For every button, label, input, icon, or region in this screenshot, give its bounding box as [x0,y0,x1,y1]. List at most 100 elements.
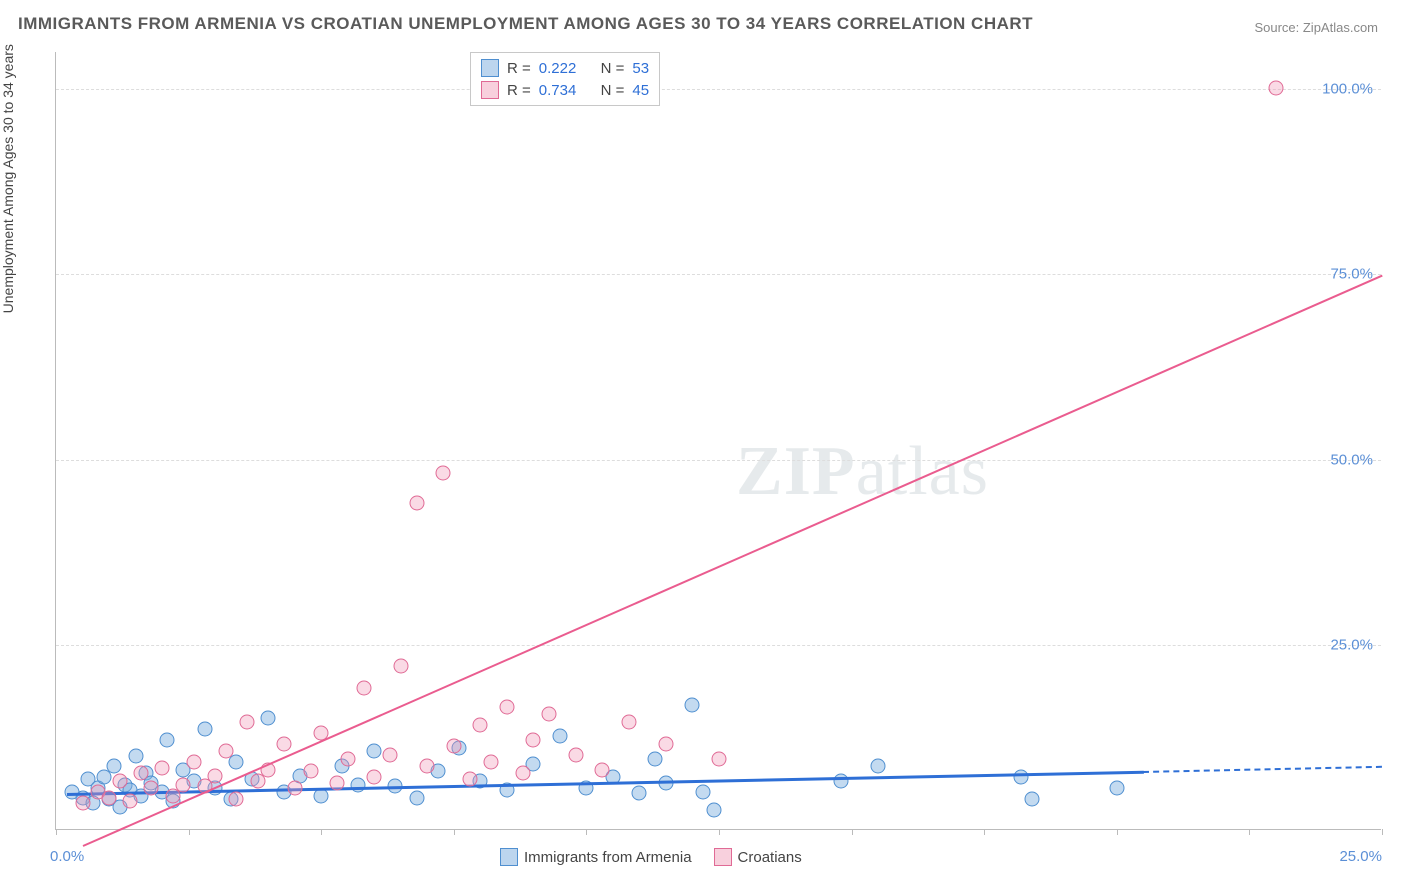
data-point [133,766,148,781]
trend-line-extrapolated [1143,766,1382,773]
data-point [155,761,170,776]
data-point [1109,781,1124,796]
data-point [409,790,424,805]
data-point [351,777,366,792]
watermark: ZIPatlas [736,432,989,512]
x-tick [1382,829,1383,835]
data-point [409,495,424,510]
series-legend: Immigrants from Armenia Croatians [500,848,802,866]
r-value: 0.222 [539,60,577,77]
data-point [383,747,398,762]
swatch-pink-icon [714,848,732,866]
grid-line [56,645,1381,646]
r-value: 0.734 [539,82,577,99]
data-point [75,796,90,811]
x-tick-start: 0.0% [50,848,84,865]
chart-source: Source: ZipAtlas.com [1254,20,1378,35]
y-tick-label: 100.0% [1322,81,1373,98]
data-point [330,776,345,791]
plot-area: ZIPatlas 25.0%50.0%75.0%100.0% [55,52,1381,830]
data-point [112,773,127,788]
data-point [160,733,175,748]
y-tick-label: 25.0% [1330,636,1373,653]
swatch-blue-icon [481,59,499,77]
data-point [420,759,435,774]
legend-item: Immigrants from Armenia [500,848,692,866]
x-tick [321,829,322,835]
data-point [314,788,329,803]
data-point [542,707,557,722]
grid-line [56,460,1381,461]
data-point [632,786,647,801]
data-point [515,766,530,781]
data-point [128,749,143,764]
x-tick [56,829,57,835]
y-axis-title: Unemployment Among Ages 30 to 34 years [0,44,16,313]
data-point [123,793,138,808]
data-point [287,781,302,796]
data-point [197,721,212,736]
data-point [277,736,292,751]
data-point [685,697,700,712]
x-tick [1117,829,1118,835]
data-point [648,751,663,766]
data-point [303,764,318,779]
legend-item: Croatians [714,848,802,866]
data-point [526,733,541,748]
x-tick [852,829,853,835]
data-point [871,759,886,774]
swatch-blue-icon [500,848,518,866]
data-point [462,771,477,786]
correlation-legend: R = 0.222 N = 53 R = 0.734 N = 45 [470,52,660,106]
data-point [446,739,461,754]
data-point [144,781,159,796]
data-point [483,755,498,770]
data-point [658,736,673,751]
watermark-bold: ZIP [736,433,856,510]
n-label: N = [601,60,625,77]
x-tick [454,829,455,835]
data-point [595,762,610,777]
data-point [102,790,117,805]
data-point [340,751,355,766]
data-point [473,718,488,733]
data-point [552,729,567,744]
data-point [239,714,254,729]
n-label: N = [601,82,625,99]
swatch-pink-icon [481,81,499,99]
x-tick-end: 25.0% [1339,848,1382,865]
legend-label: Croatians [738,849,802,866]
x-tick [984,829,985,835]
data-point [712,751,727,766]
r-label: R = [507,60,531,77]
data-point [367,744,382,759]
n-value: 45 [632,82,649,99]
x-tick [1249,829,1250,835]
legend-row: R = 0.734 N = 45 [481,79,649,101]
data-point [1014,770,1029,785]
data-point [436,466,451,481]
legend-row: R = 0.222 N = 53 [481,57,649,79]
x-tick [586,829,587,835]
data-point [229,755,244,770]
data-point [1268,81,1283,96]
data-point [176,777,191,792]
n-value: 53 [632,60,649,77]
data-point [218,744,233,759]
data-point [696,784,711,799]
trend-line [82,274,1382,846]
grid-line [56,89,1381,90]
data-point [186,755,201,770]
data-point [356,681,371,696]
data-point [229,792,244,807]
data-point [621,714,636,729]
y-tick-label: 50.0% [1330,451,1373,468]
legend-label: Immigrants from Armenia [524,849,692,866]
r-label: R = [507,82,531,99]
data-point [367,770,382,785]
grid-line [56,274,1381,275]
data-point [706,803,721,818]
chart-title: IMMIGRANTS FROM ARMENIA VS CROATIAN UNEM… [18,14,1033,34]
x-tick [189,829,190,835]
data-point [393,659,408,674]
